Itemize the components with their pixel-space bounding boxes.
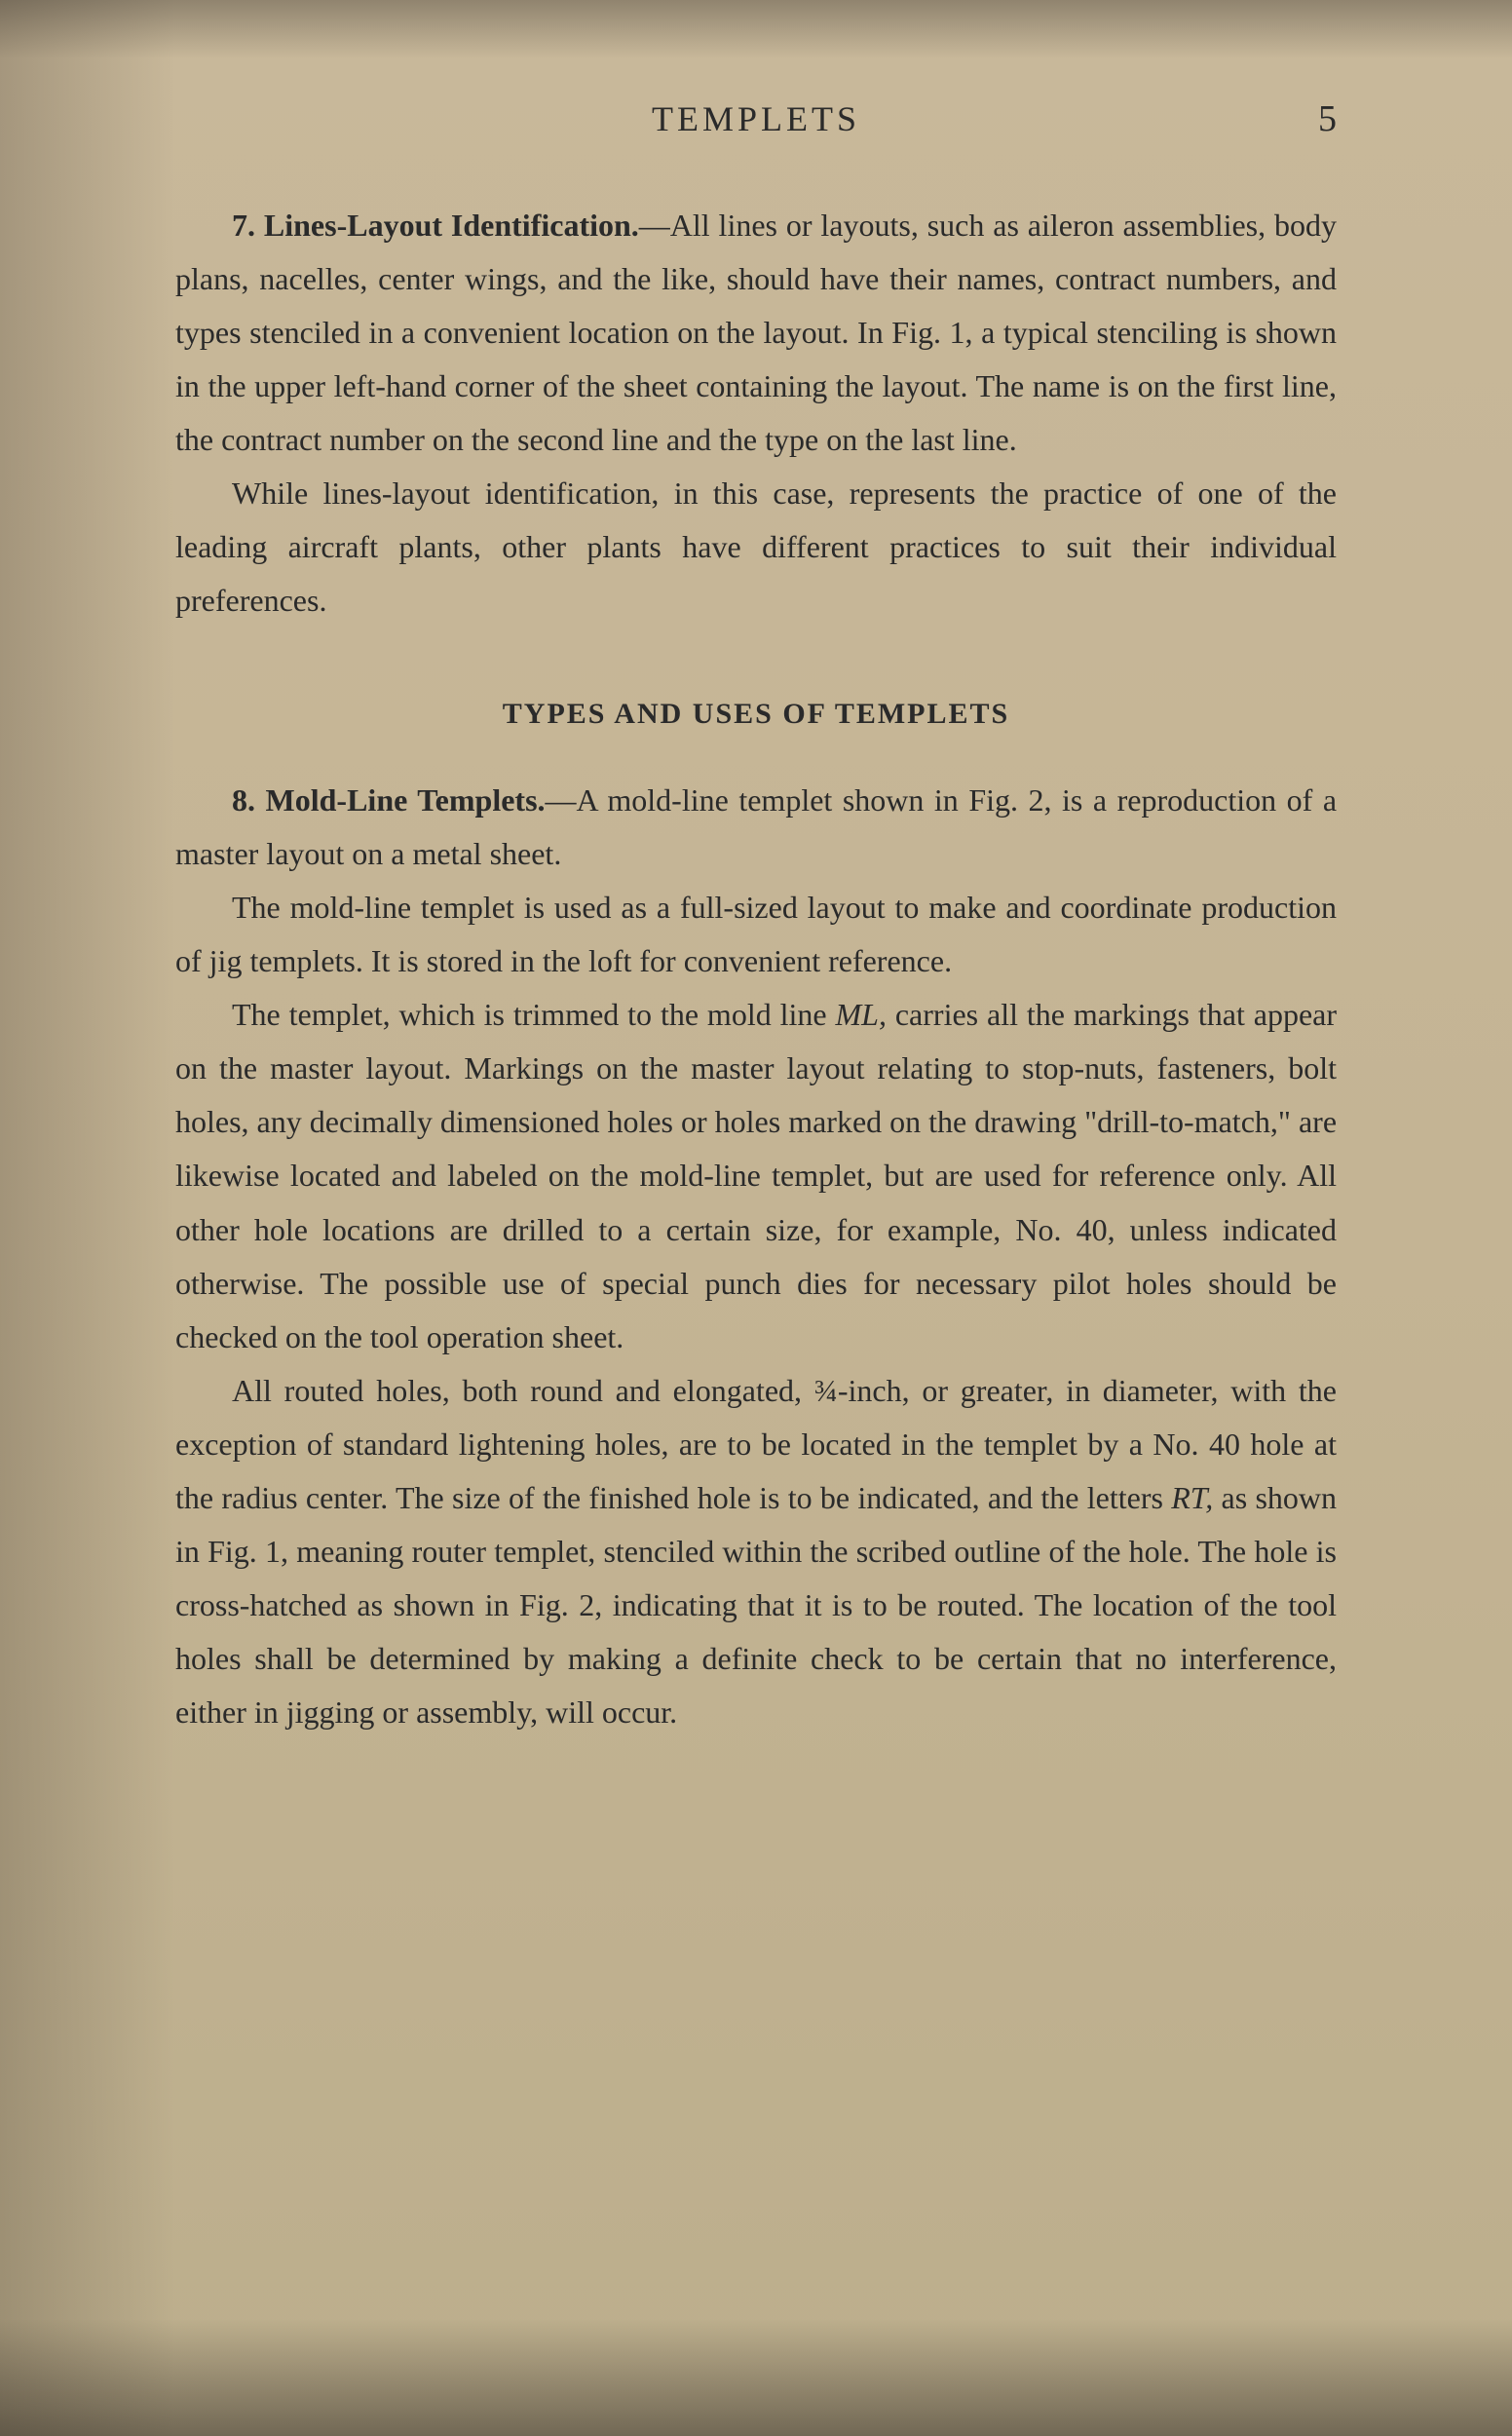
section-8-para-1: 8. Mold-Line Templets.—A mold-line templ… [175, 774, 1337, 881]
running-head: TEMPLETS [234, 98, 1278, 139]
page-number: 5 [1278, 97, 1337, 140]
page: TEMPLETS 5 7. Lines-Layout Identificatio… [0, 0, 1512, 2436]
p3-part-a: The templet, which is trimmed to the mol… [232, 997, 836, 1032]
ml-abbrev: ML, [836, 997, 887, 1032]
section-7-p1-text: —All lines or layouts, such as aileron a… [175, 208, 1337, 457]
section-title: Mold-Line Templets. [266, 782, 546, 818]
page-shadow-left [0, 0, 175, 2436]
section-8-para-3: The templet, which is trimmed to the mol… [175, 988, 1337, 1363]
page-shadow-top [0, 0, 1512, 58]
p4-part-b: as shown in Fig. 1, meaning router templ… [175, 1480, 1337, 1730]
section-7-para-2: While lines-layout identification, in th… [175, 467, 1337, 628]
page-shadow-bottom [0, 2319, 1512, 2436]
types-heading: TYPES AND USES OF TEMPLETS [175, 698, 1337, 731]
section-title: Lines-Layout Identification. [264, 208, 639, 243]
section-number: 7. [232, 208, 255, 243]
page-header: TEMPLETS 5 [175, 97, 1337, 140]
section-8-para-2: The mold-line templet is used as a full-… [175, 881, 1337, 988]
section-number: 8. [232, 782, 255, 818]
section-7-para-1: 7. Lines-Layout Identification.—All line… [175, 199, 1337, 467]
p3-part-b: carries all the markings that appear on … [175, 997, 1337, 1353]
section-8-para-4: All routed holes, both round and elongat… [175, 1364, 1337, 1739]
rt-abbrev: RT, [1171, 1480, 1213, 1515]
p4-part-a: All routed holes, both round and elongat… [175, 1373, 1337, 1515]
